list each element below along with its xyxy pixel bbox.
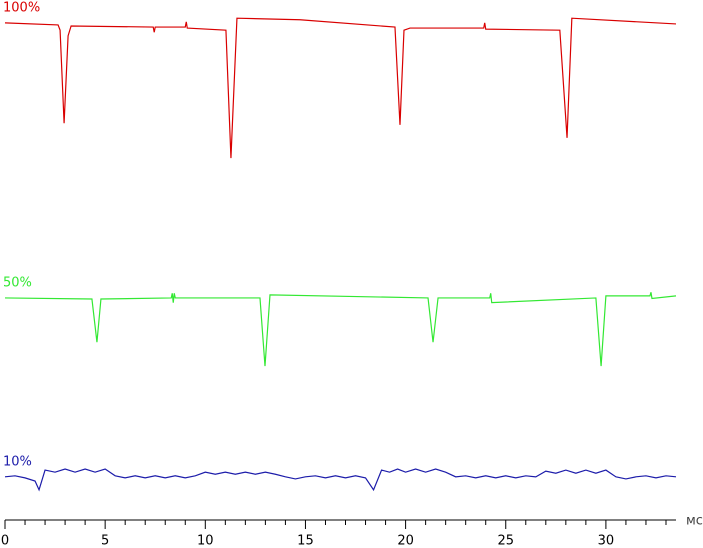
x-tick-label: 15 <box>297 534 314 548</box>
trace-label: 10% <box>3 454 32 469</box>
trace-label: 50% <box>3 275 32 290</box>
x-axis-label: мс <box>686 514 703 529</box>
x-tick-label: 10 <box>197 534 214 548</box>
trace <box>4 468 677 492</box>
x-tick-label: 0 <box>1 534 9 548</box>
trace <box>4 17 677 159</box>
x-tick-label: 5 <box>101 534 109 548</box>
x-tick-label: 30 <box>598 534 615 548</box>
trace-label: 100% <box>3 0 40 15</box>
x-tick-label: 25 <box>497 534 514 548</box>
trace <box>4 292 677 367</box>
x-tick-label: 20 <box>397 534 414 548</box>
